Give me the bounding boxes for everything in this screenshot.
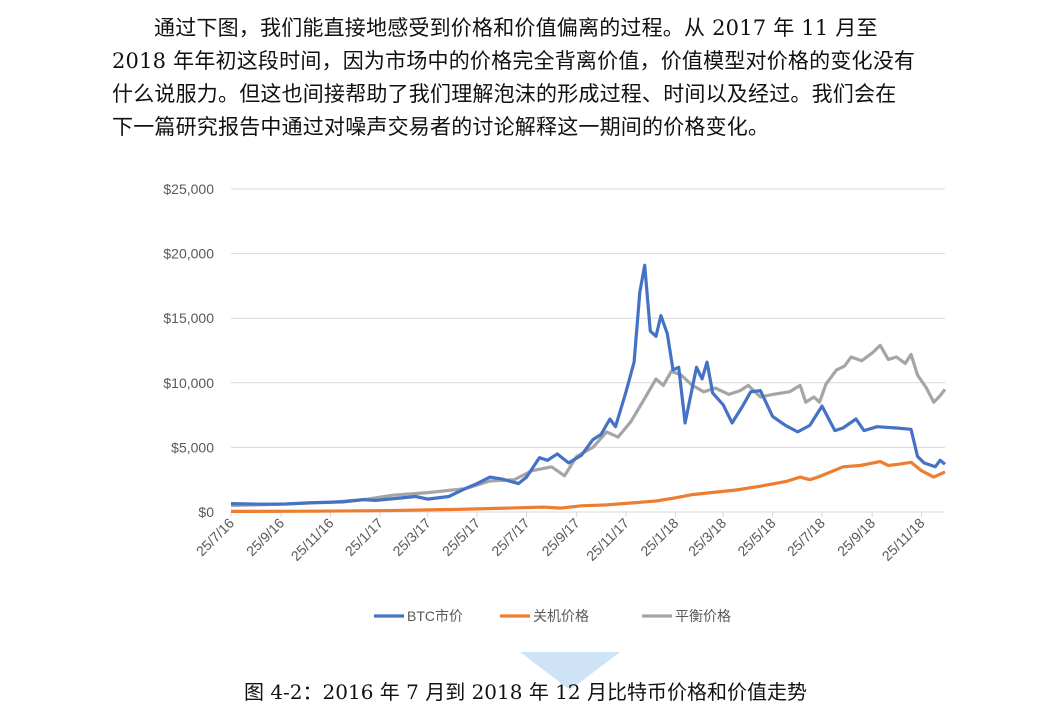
paragraph-line: 通过下图，我们能直接地感受到价格和价值偏离的过程。从 2017 年 11 月至 xyxy=(154,16,878,40)
x-tick-label: 25/9/18 xyxy=(834,515,878,559)
paragraph-line: 下一篇研究报告中通过对噪声交易者的讨论解释这一期间的价格变化。 xyxy=(112,115,770,139)
price-value-chart: $0 $5,000 $10,000 $15,000 $20,000 $25,000 25/7… xyxy=(163,181,947,624)
legend-label: 平衡价格 xyxy=(675,608,731,624)
x-tick-label: 25/11/17 xyxy=(583,515,632,564)
x-tick-label: 25/3/17 xyxy=(389,515,433,559)
paragraph-line: 2018 年年初这段时间，因为市场中的价格完全背离价值，价值模型对价格的变化没有 xyxy=(112,49,916,73)
series-line-balance xyxy=(230,343,947,508)
legend-label: BTC市价 xyxy=(407,608,463,624)
x-tick-label: 25/1/17 xyxy=(342,515,386,559)
y-tick-label: $10,000 xyxy=(163,375,214,391)
x-tick-label: 25/7/16 xyxy=(193,515,237,559)
x-tick-label: 25/11/18 xyxy=(879,515,928,564)
x-tick-label: 25/7/17 xyxy=(488,515,532,559)
y-tick-label: $25,000 xyxy=(163,181,214,197)
paragraph-line: 什么说服力。但这也间接帮助了我们理解泡沫的形成过程、时间以及经过。我们会在 xyxy=(112,82,897,106)
y-tick-label: $15,000 xyxy=(163,310,214,326)
figure-caption: 图 4-2：2016 年 7 月到 2018 年 12 月比特币价格和价值走势 xyxy=(243,680,808,704)
series-line-shutdown xyxy=(230,460,946,513)
x-tick-label: 25/11/16 xyxy=(288,515,337,564)
x-tick-label: 25/5/17 xyxy=(439,515,483,559)
decorative-triangle xyxy=(520,652,620,690)
x-tick-label: 25/9/17 xyxy=(538,515,582,559)
x-tick-label: 25/7/18 xyxy=(784,515,828,559)
series-line-btc xyxy=(230,263,946,506)
x-tick-label: 25/5/18 xyxy=(734,515,778,559)
x-tick-label: 25/9/16 xyxy=(243,515,287,559)
x-tick-label: 25/3/18 xyxy=(685,515,729,559)
legend-label: 关机价格 xyxy=(533,608,589,624)
y-tick-label: $20,000 xyxy=(163,246,214,262)
x-tick-label: 25/1/18 xyxy=(637,515,681,559)
y-tick-label: $0 xyxy=(198,504,214,520)
y-tick-label: $5,000 xyxy=(171,439,214,455)
